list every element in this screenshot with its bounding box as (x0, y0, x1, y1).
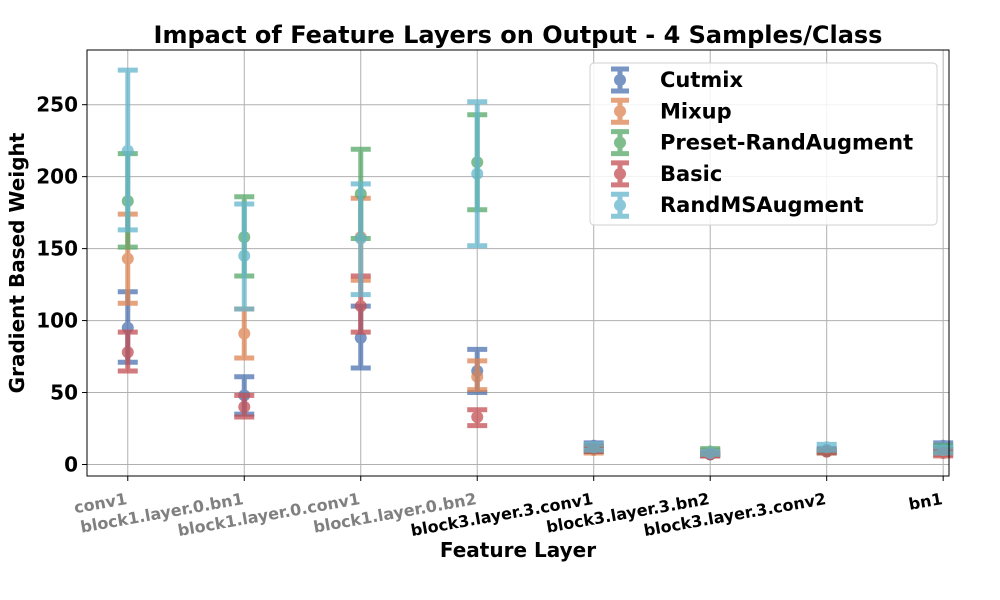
y-axis-label: Gradient Based Weight (5, 132, 29, 393)
legend-item: Mixup (611, 97, 732, 125)
error-bars (117, 67, 954, 461)
legend: Cutmix Mixup Preset-RandAugment Basic RandMS… (589, 62, 938, 226)
legend-item: RandMSAugment (611, 191, 864, 219)
data-point (471, 167, 484, 180)
legend-label: Preset-RandAugment (660, 131, 913, 155)
legend-marker (611, 129, 629, 157)
data-point (238, 249, 251, 262)
data-point (121, 346, 134, 359)
y-tick-label: 150 (36, 237, 78, 261)
legend-item: Basic (611, 160, 722, 188)
data-point (471, 410, 484, 423)
legend-item: Preset-RandAugment (611, 129, 913, 157)
y-tick-label: 100 (36, 309, 78, 333)
data-point (121, 144, 134, 157)
legend-label: Basic (660, 162, 722, 186)
y-tick-label: 200 (36, 165, 78, 189)
chart-title: Impact of Feature Layers on Output - 4 S… (154, 21, 883, 49)
x-axis-ticks: conv1block1.layer.0.bn1block1.layer.0.co… (73, 476, 944, 540)
legend-marker (611, 66, 629, 94)
data-point (354, 232, 367, 245)
data-point (937, 444, 950, 457)
legend-label: Mixup (660, 99, 732, 123)
data-point (354, 331, 367, 344)
legend-marker (611, 160, 629, 188)
legend-box (589, 62, 938, 226)
data-point (587, 441, 600, 454)
legend-marker (611, 97, 629, 125)
data-point (354, 300, 367, 313)
x-tick-label: bn1 (907, 489, 944, 514)
series-randmsaugment (117, 67, 954, 459)
y-tick-label: 0 (64, 452, 78, 476)
legend-marker (611, 191, 629, 219)
y-axis-ticks: 0 50 100 150 200 250 (36, 93, 87, 476)
x-axis-label: Feature Layer (440, 538, 596, 562)
data-point (238, 400, 251, 413)
y-tick-label: 50 (50, 381, 78, 405)
data-point (238, 327, 251, 340)
data-point (471, 370, 484, 383)
legend-label: Cutmix (660, 68, 743, 92)
data-point (820, 441, 833, 454)
data-point (704, 446, 717, 459)
y-tick-label: 250 (36, 93, 78, 117)
plot-frame (86, 49, 950, 477)
legend-item: Cutmix (611, 66, 743, 94)
legend-label: RandMSAugment (660, 193, 864, 217)
data-point (121, 252, 134, 265)
